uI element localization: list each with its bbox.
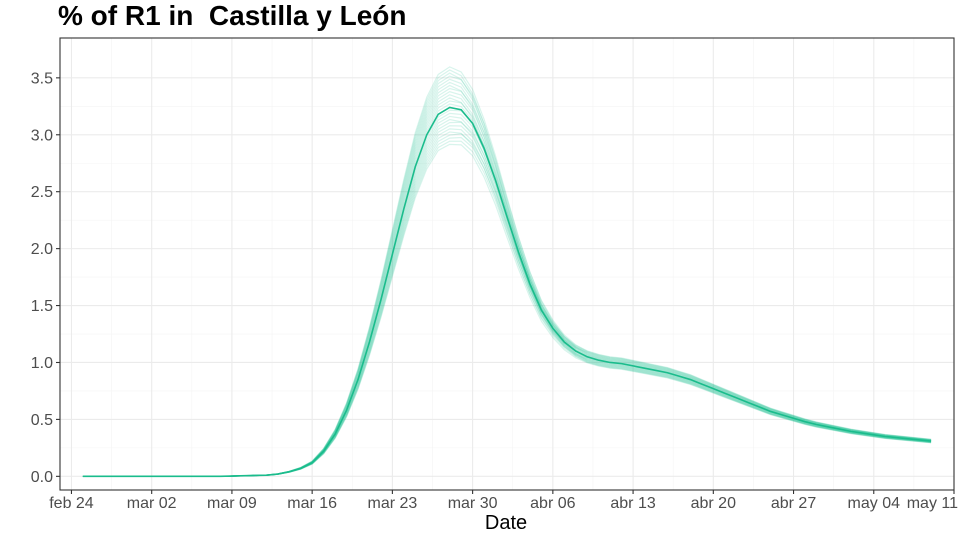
y-tick-label: 2.0 xyxy=(31,241,53,258)
x-tick-label: abr 20 xyxy=(691,495,736,512)
y-tick-label: 2.5 xyxy=(31,184,53,201)
plot-panel-background xyxy=(60,38,954,490)
ensemble-member-line xyxy=(82,75,932,477)
ensemble-member-line xyxy=(82,84,932,477)
central-series-line xyxy=(82,106,932,478)
ensemble-member-line xyxy=(82,118,932,477)
x-tick-label: abr 06 xyxy=(530,495,575,512)
ensemble-member-line xyxy=(82,140,932,477)
x-tick-label: mar 23 xyxy=(367,495,417,512)
x-tick-label: abr 13 xyxy=(610,495,655,512)
plot-panel-border xyxy=(59,37,955,491)
ensemble-member-line xyxy=(82,78,932,477)
minor-gridlines xyxy=(60,38,954,490)
ensemble-member-line xyxy=(82,121,932,477)
y-tick-label: 1.0 xyxy=(31,355,53,372)
y-tick-label: 1.5 xyxy=(31,298,53,315)
y-tick-label: 0.5 xyxy=(31,412,53,429)
ensemble-member-line xyxy=(82,131,932,477)
ensemble-member-line xyxy=(82,143,932,477)
x-tick-label: may 04 xyxy=(848,495,901,512)
x-axis-title: Date xyxy=(485,512,527,534)
x-tick-label: may 11 xyxy=(907,495,958,512)
x-tick-label: abr 27 xyxy=(771,495,816,512)
y-tick-label: 3.5 xyxy=(31,70,53,87)
x-axis: feb 24 mar 02 mar 09 mar 16 mar 23 mar 30 abr … xyxy=(49,490,958,512)
ensemble-member-line xyxy=(82,87,932,477)
ensemble-member-line xyxy=(82,66,932,477)
x-tick-label: feb 24 xyxy=(49,495,94,512)
ensemble-member-line xyxy=(82,72,932,477)
y-tick-label: 3.0 xyxy=(31,127,53,144)
x-tick-label: mar 09 xyxy=(207,495,257,512)
ensemble-member-line xyxy=(82,133,932,477)
ensemble-member-line xyxy=(82,94,932,477)
x-tick-label: mar 16 xyxy=(287,495,337,512)
y-tick-label: 0.0 xyxy=(31,469,53,486)
y-axis: 0.0 0.5 1.0 1.5 2.0 2.5 3.0 3.5 xyxy=(31,70,60,486)
x-tick-label: mar 02 xyxy=(127,495,177,512)
chart-title: % of R1 in Castilla y León xyxy=(58,0,407,31)
x-tick-label: mar 30 xyxy=(448,495,498,512)
